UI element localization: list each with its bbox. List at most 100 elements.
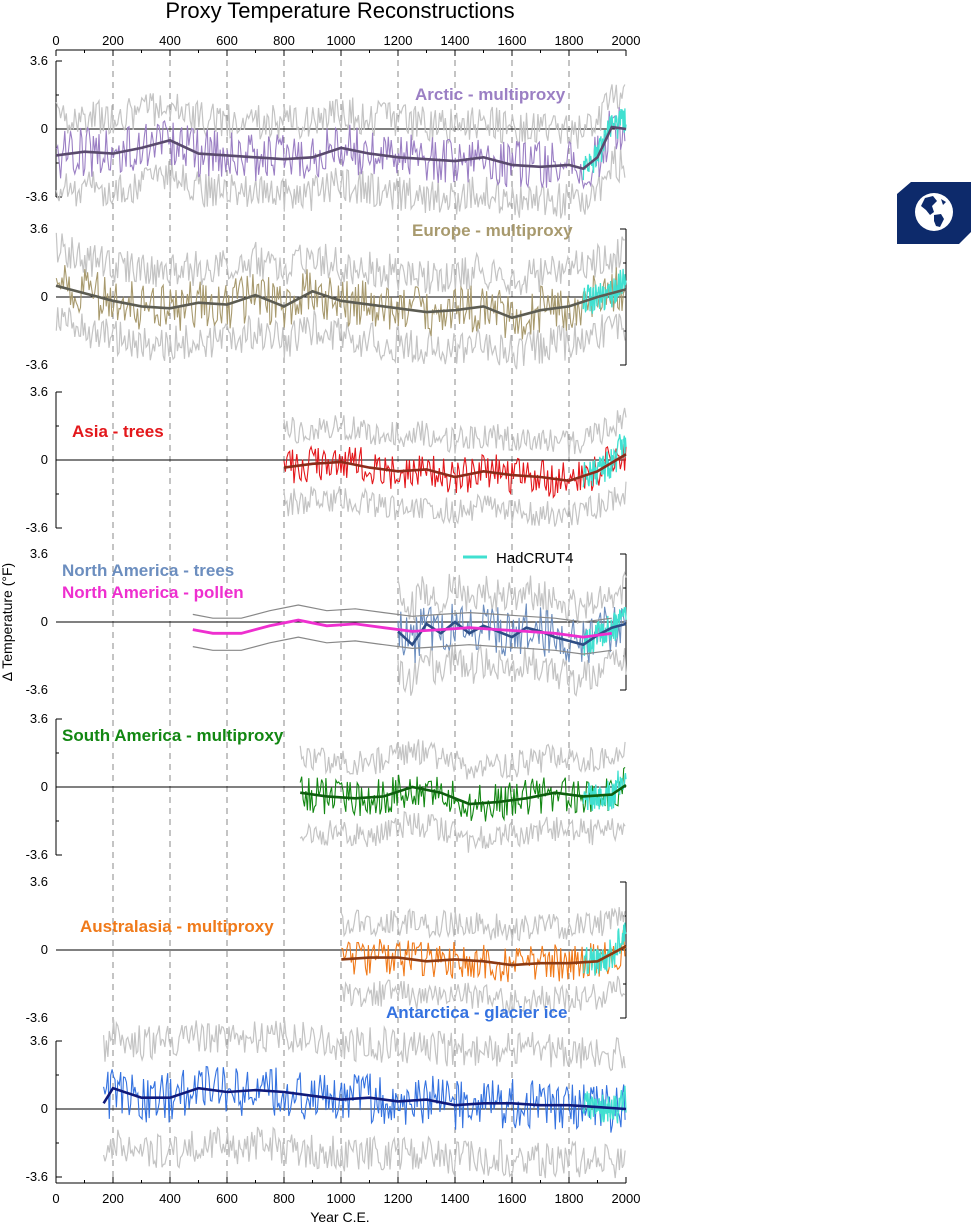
uncertainty-lower <box>340 975 626 1015</box>
panel-europe: Europe - multiproxy <box>55 221 627 370</box>
series-hadcrut-namerica_trees <box>582 606 627 656</box>
panel-label-europe: Europe - multiproxy <box>412 221 573 240</box>
uncertainty-upper <box>299 739 626 780</box>
uncertainty-upper <box>397 571 627 624</box>
pollen-envelope <box>192 636 612 655</box>
y-tick-label: 3.6 <box>30 1033 48 1048</box>
panel-label-namerica_pollen: North America - pollen <box>62 583 244 602</box>
panel-australasia: Australasia - multiproxy <box>80 907 627 1015</box>
top-x-axis: 0 200 400 600 800 1000 1200 1400 1600 1800 2000 <box>52 33 640 56</box>
y-tick-label: -3.6 <box>26 682 48 697</box>
y-tick-label: 0 <box>41 289 48 304</box>
y-tick-label: 0 <box>41 779 48 794</box>
uncertainty-lower <box>397 643 627 697</box>
y-tick-label: 3.6 <box>30 546 48 561</box>
y-tick-label: 3.6 <box>30 53 48 68</box>
panel-label-namerica_trees: North America - trees <box>62 561 234 580</box>
uncertainty-upper <box>55 232 625 296</box>
y-tick-label: 0 <box>41 452 48 467</box>
series-proxy-arctic <box>55 107 626 190</box>
series-hadcrut-arctic <box>582 108 627 181</box>
bottom-tick-label: 1400 <box>441 1191 470 1206</box>
series-mean-asia <box>283 453 627 483</box>
panel-axis-asia: 3.6 0 -3.6 <box>26 384 626 535</box>
series-line-pollen <box>192 618 612 639</box>
top-tick-label: 1200 <box>384 33 413 48</box>
series-proxy-asia <box>283 443 627 499</box>
series-mean-samerica <box>300 784 627 806</box>
legend-label-hadcrut: HadCRUT4 <box>496 550 574 567</box>
top-tick-label: 400 <box>159 33 181 48</box>
y-tick-label: 0 <box>41 614 48 629</box>
series-proxy-namerica_trees <box>397 603 627 663</box>
uncertainty-lower <box>299 811 626 853</box>
uncertainty-upper <box>55 84 626 149</box>
y-tick-label: 0 <box>41 1101 48 1116</box>
panel-antarctica: Antarctica - glacier ice <box>102 1003 627 1179</box>
globe-icon <box>897 182 971 244</box>
bottom-tick-label: 200 <box>102 1191 124 1206</box>
series-hadcrut-antarctica <box>582 1085 627 1124</box>
y-tick-label: 3.6 <box>30 384 48 399</box>
y-tick-label: -3.6 <box>26 1169 48 1184</box>
panel-axis-antarctica: 3.6 0 -3.6 <box>26 1033 626 1184</box>
uncertainty-upper <box>283 407 627 457</box>
y-tick-label: -3.6 <box>26 520 48 535</box>
uncertainty-lower <box>283 481 627 527</box>
globe-badge <box>897 182 971 244</box>
bottom-tick-label: 2000 <box>612 1191 641 1206</box>
y-tick-label: -3.6 <box>26 847 48 862</box>
panel-label-asia: Asia - trees <box>72 422 164 441</box>
bottom-tick-label: 1600 <box>498 1191 527 1206</box>
top-tick-label: 1000 <box>327 33 356 48</box>
uncertainty-lower <box>103 1126 626 1179</box>
panel-label-antarctica: Antarctica - glacier ice <box>386 1003 567 1022</box>
panel-axis-samerica: 3.6 0 -3.6 <box>26 711 626 862</box>
series-mean-australasia <box>341 945 627 967</box>
x-axis-label: Year C.E. <box>310 1209 369 1225</box>
top-tick-label: 1400 <box>441 33 470 48</box>
series-proxy-antarctica <box>103 1065 626 1133</box>
y-tick-label: -3.6 <box>26 189 48 204</box>
top-tick-label: 1600 <box>498 33 527 48</box>
bottom-tick-label: 1200 <box>384 1191 413 1206</box>
top-tick-label: 1800 <box>555 33 584 48</box>
y-tick-label: 3.6 <box>30 711 48 726</box>
panel-label-samerica: South America - multiproxy <box>62 726 284 745</box>
bottom-tick-label: 1800 <box>555 1191 584 1206</box>
panel-arctic: Arctic - multiproxy <box>55 84 627 219</box>
uncertainty-upper <box>340 907 626 942</box>
panel-namerica_trees: North America - trees <box>62 561 627 697</box>
series-mean-europe <box>55 284 627 320</box>
pollen-envelope <box>192 604 612 623</box>
panel-label-arctic: Arctic - multiproxy <box>415 85 566 104</box>
top-tick-label: 800 <box>273 33 295 48</box>
panel-namerica_pollen: North America - pollen <box>62 583 612 655</box>
bottom-tick-label: 1000 <box>327 1191 356 1206</box>
bottom-x-axis: 0 200 400 600 800 1000 1200 1400 1600 1800 2000 <box>52 1177 640 1206</box>
y-tick-label: 0 <box>41 942 48 957</box>
top-tick-label: 200 <box>102 33 124 48</box>
y-tick-label: 3.6 <box>30 221 48 236</box>
y-tick-label: -3.6 <box>26 357 48 372</box>
chart-title: Proxy Temperature Reconstructions <box>165 0 514 23</box>
y-tick-label: -3.6 <box>26 1010 48 1025</box>
panel-asia: Asia - trees <box>72 407 627 527</box>
series-mean-arctic <box>55 125 627 171</box>
bottom-tick-label: 400 <box>159 1191 181 1206</box>
series-mean-antarctica <box>102 1086 627 1111</box>
uncertainty-lower <box>55 146 626 219</box>
series-proxy-europe <box>55 265 626 340</box>
bottom-tick-label: 600 <box>216 1191 238 1206</box>
top-tick-label: 600 <box>216 33 238 48</box>
y-tick-label: 3.6 <box>30 874 48 889</box>
top-tick-label: 0 <box>52 33 59 48</box>
panel-samerica: South America - multiproxy <box>62 726 627 853</box>
bottom-tick-label: 0 <box>52 1191 59 1206</box>
series-proxy-australasia <box>341 929 626 983</box>
bottom-tick-label: 800 <box>273 1191 295 1206</box>
panel-label-australasia: Australasia - multiproxy <box>80 917 274 936</box>
uncertainty-lower <box>55 307 626 370</box>
top-tick-label: 2000 <box>612 33 641 48</box>
